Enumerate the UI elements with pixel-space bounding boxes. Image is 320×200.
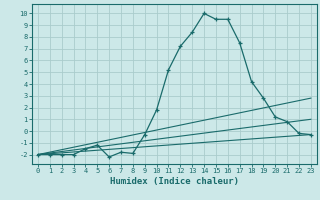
X-axis label: Humidex (Indice chaleur): Humidex (Indice chaleur): [110, 177, 239, 186]
